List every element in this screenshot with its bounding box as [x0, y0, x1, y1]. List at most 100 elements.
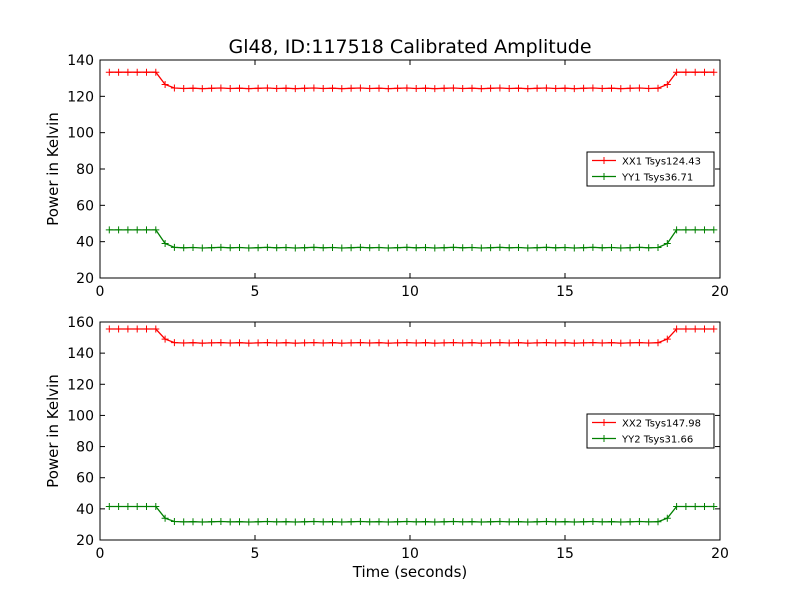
y-tick-label: 140	[67, 53, 94, 69]
data-point	[552, 518, 560, 526]
data-point	[635, 243, 643, 251]
data-point	[236, 339, 243, 347]
data-point	[552, 339, 560, 347]
legend-marker	[600, 435, 608, 442]
data-point	[635, 84, 643, 92]
data-point	[487, 339, 495, 347]
data-point	[375, 339, 383, 347]
data-point	[105, 68, 113, 76]
data-point	[291, 85, 299, 93]
data-point	[505, 339, 513, 347]
data-point	[598, 339, 606, 347]
x-axis-label: Time (seconds)	[352, 563, 468, 581]
data-point	[459, 339, 467, 347]
data-point	[533, 244, 541, 252]
data-point	[552, 244, 560, 252]
data-point	[282, 518, 290, 526]
data-point	[403, 84, 411, 92]
data-point	[180, 244, 188, 252]
data-point	[580, 84, 588, 92]
data-point	[626, 339, 634, 347]
data-point	[608, 518, 615, 526]
data-point	[608, 339, 615, 347]
legend: XX2 Tsys147.98 YY2 Tsys31.66	[586, 413, 715, 449]
data-point	[505, 244, 513, 252]
data-point	[180, 85, 188, 92]
data-point	[682, 68, 690, 76]
data-point	[301, 84, 309, 92]
y-tick-label: 20	[76, 533, 94, 549]
data-point	[161, 514, 169, 522]
data-point	[152, 503, 160, 510]
data-point	[170, 84, 178, 92]
legend-label: YY1 Tsys36.71	[621, 173, 693, 184]
data-point	[291, 518, 299, 526]
data-point	[477, 85, 485, 93]
data-point	[189, 518, 197, 526]
data-point	[570, 339, 578, 347]
data-point	[161, 240, 169, 247]
data-point	[673, 226, 681, 234]
data-point	[319, 339, 327, 347]
data-point	[254, 518, 262, 526]
data-point	[487, 518, 495, 526]
data-point	[701, 68, 708, 76]
data-point	[645, 85, 653, 92]
data-point	[301, 339, 309, 347]
data-point	[338, 518, 346, 526]
data-point	[654, 244, 662, 251]
data-point	[291, 339, 299, 347]
data-point	[617, 339, 625, 347]
data-point	[338, 85, 346, 93]
data-point	[189, 244, 197, 251]
data-point	[347, 244, 355, 252]
data-point	[384, 518, 392, 526]
data-point	[254, 244, 262, 252]
data-point	[561, 339, 569, 347]
data-point	[384, 244, 392, 252]
x-tick-label: 15	[556, 284, 574, 300]
y-axis-label: Power in Kelvin	[44, 112, 62, 226]
data-point	[422, 339, 429, 347]
data-point	[282, 84, 290, 92]
data-point	[515, 339, 522, 347]
data-point	[515, 518, 522, 526]
data-point	[580, 244, 588, 252]
x-tick-label: 10	[401, 546, 419, 562]
data-point	[570, 244, 578, 252]
data-point	[589, 339, 597, 347]
x-tick-label: 0	[96, 284, 105, 300]
data-point	[152, 68, 160, 76]
data-point	[208, 244, 216, 252]
data-point	[701, 226, 708, 234]
data-point	[626, 84, 634, 92]
data-point	[217, 243, 225, 251]
data-point	[580, 518, 588, 526]
data-point	[347, 339, 355, 347]
data-point	[663, 81, 671, 88]
data-point	[487, 244, 495, 252]
data-point	[245, 518, 253, 526]
data-point	[152, 325, 160, 333]
data-point	[124, 325, 132, 333]
data-point	[617, 518, 625, 526]
data-point	[431, 85, 439, 93]
x-tick-label: 5	[251, 284, 260, 300]
data-point	[673, 325, 681, 333]
data-point	[645, 339, 653, 347]
legend-box	[586, 151, 715, 187]
data-point	[570, 85, 578, 93]
data-point	[189, 339, 197, 347]
data-point	[710, 68, 718, 76]
data-point	[273, 518, 281, 526]
data-point	[384, 85, 392, 93]
data-point	[115, 226, 123, 234]
data-point	[412, 85, 420, 92]
data-point	[589, 518, 597, 525]
data-point	[440, 84, 448, 92]
data-point	[394, 244, 402, 252]
data-point	[524, 518, 532, 526]
y-tick-label: 160	[67, 315, 94, 331]
data-point	[356, 339, 364, 347]
